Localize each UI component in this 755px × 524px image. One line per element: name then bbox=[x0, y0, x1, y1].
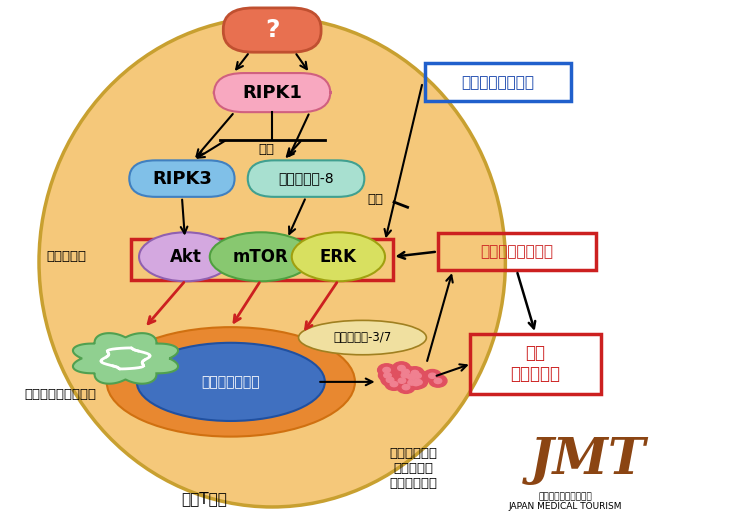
Ellipse shape bbox=[137, 343, 325, 421]
FancyBboxPatch shape bbox=[214, 73, 331, 112]
Circle shape bbox=[414, 373, 421, 378]
Text: カスパーゼ-3/7: カスパーゼ-3/7 bbox=[333, 331, 392, 344]
Text: 抑制: 抑制 bbox=[258, 144, 274, 157]
Bar bbox=[131, 238, 393, 280]
Circle shape bbox=[390, 381, 398, 387]
Text: 老化環境シグナル: 老化環境シグナル bbox=[480, 244, 553, 259]
Text: 老化T細胞: 老化T細胞 bbox=[181, 492, 227, 507]
Circle shape bbox=[424, 369, 442, 382]
Circle shape bbox=[403, 371, 421, 384]
Circle shape bbox=[407, 374, 414, 379]
Text: RIPK3: RIPK3 bbox=[152, 170, 212, 188]
Circle shape bbox=[405, 370, 424, 383]
Circle shape bbox=[393, 362, 411, 374]
FancyBboxPatch shape bbox=[248, 160, 365, 197]
Circle shape bbox=[409, 376, 427, 388]
Circle shape bbox=[408, 369, 427, 382]
Bar bbox=[438, 233, 596, 270]
Circle shape bbox=[385, 378, 403, 390]
Circle shape bbox=[407, 377, 425, 389]
Circle shape bbox=[397, 381, 415, 394]
Circle shape bbox=[411, 370, 419, 376]
Circle shape bbox=[384, 373, 391, 378]
Circle shape bbox=[414, 379, 421, 385]
Circle shape bbox=[434, 378, 442, 384]
Text: 老化関連遺伝子: 老化関連遺伝子 bbox=[202, 375, 260, 389]
Text: ERK: ERK bbox=[320, 248, 357, 266]
Circle shape bbox=[378, 369, 396, 381]
Circle shape bbox=[398, 365, 405, 370]
Text: サイトカイン
ケモカイン
老化関連物質: サイトカイン ケモカイン 老化関連物質 bbox=[390, 447, 438, 490]
Text: RIPK1: RIPK1 bbox=[242, 84, 302, 102]
Circle shape bbox=[398, 378, 405, 384]
Circle shape bbox=[402, 370, 420, 383]
Circle shape bbox=[381, 374, 399, 386]
Text: カスパーゼ-8: カスパーゼ-8 bbox=[279, 171, 334, 185]
Ellipse shape bbox=[298, 320, 427, 355]
Text: 老化
加齢性疾患: 老化 加齢性疾患 bbox=[510, 344, 560, 383]
Ellipse shape bbox=[139, 232, 233, 281]
Circle shape bbox=[387, 377, 394, 383]
Text: 異常ミトコンドリア: 異常ミトコンドリア bbox=[24, 388, 96, 401]
Text: Akt: Akt bbox=[170, 248, 202, 266]
Ellipse shape bbox=[291, 232, 385, 281]
Text: mTOR: mTOR bbox=[233, 248, 288, 266]
Circle shape bbox=[401, 373, 408, 378]
Circle shape bbox=[402, 385, 410, 390]
Ellipse shape bbox=[39, 17, 505, 507]
Circle shape bbox=[429, 373, 436, 378]
Circle shape bbox=[411, 374, 418, 379]
Circle shape bbox=[412, 380, 420, 386]
Circle shape bbox=[393, 375, 411, 387]
Circle shape bbox=[396, 366, 414, 378]
Circle shape bbox=[396, 369, 414, 381]
Text: ?: ? bbox=[265, 18, 279, 42]
Circle shape bbox=[402, 369, 409, 375]
FancyBboxPatch shape bbox=[223, 8, 321, 52]
Circle shape bbox=[408, 376, 427, 388]
Bar bbox=[470, 334, 601, 394]
Circle shape bbox=[402, 376, 421, 389]
Bar bbox=[424, 63, 572, 101]
Circle shape bbox=[414, 380, 422, 385]
Text: 過剰活性化: 過剰活性化 bbox=[47, 250, 87, 263]
Text: JMT: JMT bbox=[530, 435, 646, 485]
Ellipse shape bbox=[210, 232, 312, 281]
Circle shape bbox=[429, 375, 447, 387]
Circle shape bbox=[378, 364, 396, 376]
FancyBboxPatch shape bbox=[129, 160, 235, 197]
Text: 日本医療観光株式会社
JAPAN MEDICAL TOURISM: 日本医療観光株式会社 JAPAN MEDICAL TOURISM bbox=[509, 492, 622, 511]
Circle shape bbox=[408, 375, 416, 380]
Circle shape bbox=[383, 367, 390, 373]
Circle shape bbox=[406, 367, 424, 379]
Circle shape bbox=[408, 380, 415, 385]
Text: 抑制: 抑制 bbox=[367, 193, 384, 206]
Text: 正常環境シグナル: 正常環境シグナル bbox=[461, 75, 535, 90]
Polygon shape bbox=[73, 333, 178, 384]
Ellipse shape bbox=[106, 327, 355, 436]
